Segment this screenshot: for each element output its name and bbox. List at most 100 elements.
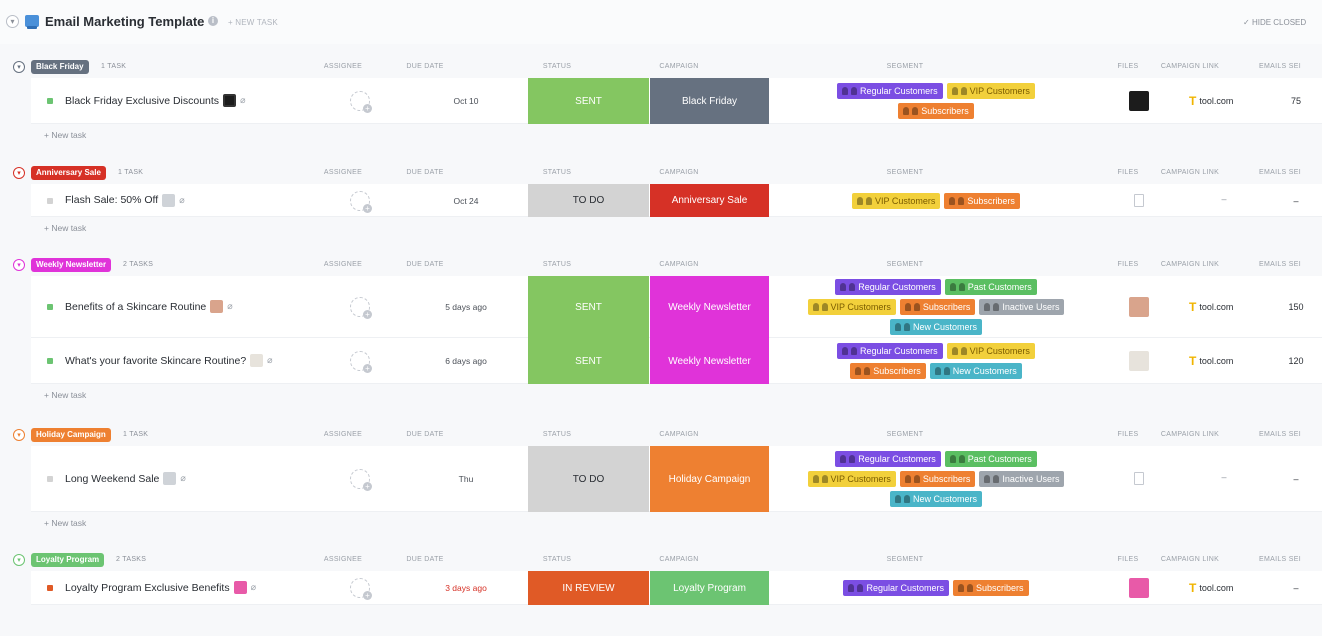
info-icon[interactable]: i xyxy=(208,16,218,26)
task-name[interactable]: Flash Sale: 50% Off ⌀ xyxy=(65,193,185,207)
campaign-link[interactable]: – xyxy=(1189,472,1259,482)
assignee-add-icon[interactable] xyxy=(350,91,372,113)
campaign-cell[interactable]: Loyalty Program xyxy=(650,571,769,605)
segment-tag[interactable]: VIP Customers xyxy=(852,192,941,209)
column-header-files[interactable]: FILES xyxy=(1117,261,1139,268)
attachment-thumbnail[interactable] xyxy=(162,193,176,207)
column-header-campaign-link[interactable]: CAMPAIGN LINK xyxy=(1160,63,1220,70)
segment-tag[interactable]: VIP Customers xyxy=(807,299,896,315)
column-header-emails-sent[interactable]: EMAILS SEI xyxy=(1259,431,1301,438)
campaign-link-label[interactable]: – xyxy=(1221,193,1227,204)
column-header-due-date[interactable]: DUE DATE xyxy=(406,169,444,176)
segment-tag[interactable]: VIP Customers xyxy=(807,471,896,487)
segment-tag[interactable]: Subscribers xyxy=(944,192,1020,209)
column-header-segment[interactable]: SEGMENT xyxy=(886,556,924,563)
column-header-segment[interactable]: SEGMENT xyxy=(886,261,924,268)
column-header-due-date[interactable]: DUE DATE xyxy=(406,556,444,563)
segment-tag[interactable]: Regular Customers xyxy=(835,451,941,467)
chevron-down-icon[interactable]: ▾ xyxy=(13,167,25,179)
segment-cell[interactable]: VIP Customers Subscribers xyxy=(786,184,1086,217)
column-header-files[interactable]: FILES xyxy=(1117,63,1139,70)
column-header-segment[interactable]: SEGMENT xyxy=(886,431,924,438)
emails-sent[interactable]: – xyxy=(1293,474,1299,484)
segment-tag[interactable]: Subscribers xyxy=(899,471,976,487)
assignee-add-icon[interactable] xyxy=(350,578,372,600)
group-pill[interactable]: Weekly Newsletter xyxy=(31,258,112,272)
segment-tag[interactable]: VIP Customers xyxy=(946,343,1035,359)
column-header-files[interactable]: FILES xyxy=(1117,169,1139,176)
files-cell[interactable] xyxy=(1129,578,1149,598)
table-row[interactable]: Benefits of a Skincare Routine ⌀ 5 days ag… xyxy=(31,276,1322,338)
column-header-due-date[interactable]: DUE DATE xyxy=(406,431,444,438)
paperclip-icon[interactable]: ⌀ xyxy=(227,301,233,311)
segment-tag[interactable]: Subscribers xyxy=(898,103,974,119)
emails-sent[interactable]: 120 xyxy=(1288,356,1304,366)
table-row[interactable]: Black Friday Exclusive Discounts ⌀ Oct 10 S… xyxy=(31,78,1322,124)
campaign-cell[interactable]: Holiday Campaign xyxy=(650,446,769,512)
campaign-cell[interactable]: Anniversary Sale xyxy=(650,184,769,217)
table-row[interactable]: Loyalty Program Exclusive Benefits ⌀ 3 day… xyxy=(31,571,1322,605)
segment-tag[interactable]: New Customers xyxy=(929,363,1022,379)
new-task-link[interactable]: + New task xyxy=(44,518,87,528)
emails-sent[interactable]: – xyxy=(1293,583,1299,593)
assignee-add-icon[interactable] xyxy=(350,351,372,373)
group-pill[interactable]: Loyalty Program xyxy=(31,553,105,567)
chevron-down-icon[interactable]: ▾ xyxy=(13,61,25,73)
new-task-button[interactable]: + NEW TASK xyxy=(228,18,278,27)
segment-tag[interactable]: Regular Customers xyxy=(837,83,943,99)
column-header-campaign-link[interactable]: CAMPAIGN LINK xyxy=(1160,261,1220,268)
assignee-add-icon[interactable] xyxy=(350,190,372,213)
status-cell[interactable]: SENT xyxy=(528,338,649,384)
attachment-thumbnail[interactable] xyxy=(250,354,264,367)
column-header-campaign[interactable]: CAMPAIGN xyxy=(659,169,699,176)
files-cell[interactable] xyxy=(1129,351,1149,371)
emails-sent[interactable]: 150 xyxy=(1288,302,1304,312)
task-name-label[interactable]: What's your favorite Skincare Routine? xyxy=(65,354,247,367)
status-cell[interactable]: IN REVIEW xyxy=(528,571,649,605)
group-pill[interactable]: Holiday Campaign xyxy=(31,428,111,442)
attachment-thumbnail[interactable] xyxy=(210,300,224,313)
segment-cell[interactable]: Regular Customers Past Customers VIP Custo… xyxy=(786,276,1086,338)
new-task-link[interactable]: + New task xyxy=(44,130,87,140)
file-thumbnail[interactable] xyxy=(1129,297,1149,317)
chevron-down-icon[interactable]: ▾ xyxy=(13,554,25,566)
column-header-campaign[interactable]: CAMPAIGN xyxy=(659,431,699,438)
column-header-assignee[interactable]: ASSIGNEE xyxy=(323,431,363,438)
assignee-add-icon[interactable] xyxy=(350,297,372,319)
campaign-cell[interactable]: Weekly Newsletter xyxy=(650,338,769,384)
segment-tag[interactable]: Past Customers xyxy=(944,279,1037,295)
column-header-files[interactable]: FILES xyxy=(1117,556,1139,563)
column-header-status[interactable]: STATUS xyxy=(542,261,572,268)
campaign-link-label[interactable]: – xyxy=(1221,472,1227,482)
table-row[interactable]: Flash Sale: 50% Off ⌀ Oct 24 TO DOAnniversa… xyxy=(31,184,1322,217)
segment-cell[interactable]: Regular Customers VIP Customers Subscriber… xyxy=(786,338,1086,384)
file-placeholder-icon[interactable] xyxy=(1134,472,1144,485)
chevron-down-icon[interactable]: ▾ xyxy=(13,259,25,271)
due-date[interactable]: Thu xyxy=(458,474,474,484)
hide-closed-button[interactable]: ✓ HIDE CLOSED xyxy=(1243,18,1307,27)
column-header-assignee[interactable]: ASSIGNEE xyxy=(323,556,363,563)
files-cell[interactable] xyxy=(1129,91,1149,111)
column-header-status[interactable]: STATUS xyxy=(542,63,572,70)
task-name[interactable]: Black Friday Exclusive Discounts ⌀ xyxy=(65,94,245,107)
status-cell[interactable]: TO DO xyxy=(528,446,649,512)
segment-tag[interactable]: Regular Customers xyxy=(835,279,941,295)
column-header-files[interactable]: FILES xyxy=(1117,431,1139,438)
attachment-thumbnail[interactable] xyxy=(163,472,177,485)
status-cell[interactable]: SENT xyxy=(528,78,649,124)
column-header-emails-sent[interactable]: EMAILS SEI xyxy=(1259,63,1301,70)
column-header-campaign[interactable]: CAMPAIGN xyxy=(659,261,699,268)
campaign-link-label[interactable]: tool.com xyxy=(1199,302,1234,312)
column-header-segment[interactable]: SEGMENT xyxy=(886,63,924,70)
task-name-label[interactable]: Benefits of a Skincare Routine xyxy=(65,300,207,313)
due-date[interactable]: 6 days ago xyxy=(445,356,487,366)
due-date[interactable]: 5 days ago xyxy=(445,302,487,312)
column-header-campaign[interactable]: CAMPAIGN xyxy=(659,63,699,70)
segment-cell[interactable]: Regular Customers VIP Customers Subscriber… xyxy=(786,78,1086,124)
status-cell[interactable]: SENT xyxy=(528,276,649,338)
column-header-status[interactable]: STATUS xyxy=(542,431,572,438)
segment-tag[interactable]: Subscribers xyxy=(953,580,1029,596)
file-thumbnail[interactable] xyxy=(1129,578,1149,598)
